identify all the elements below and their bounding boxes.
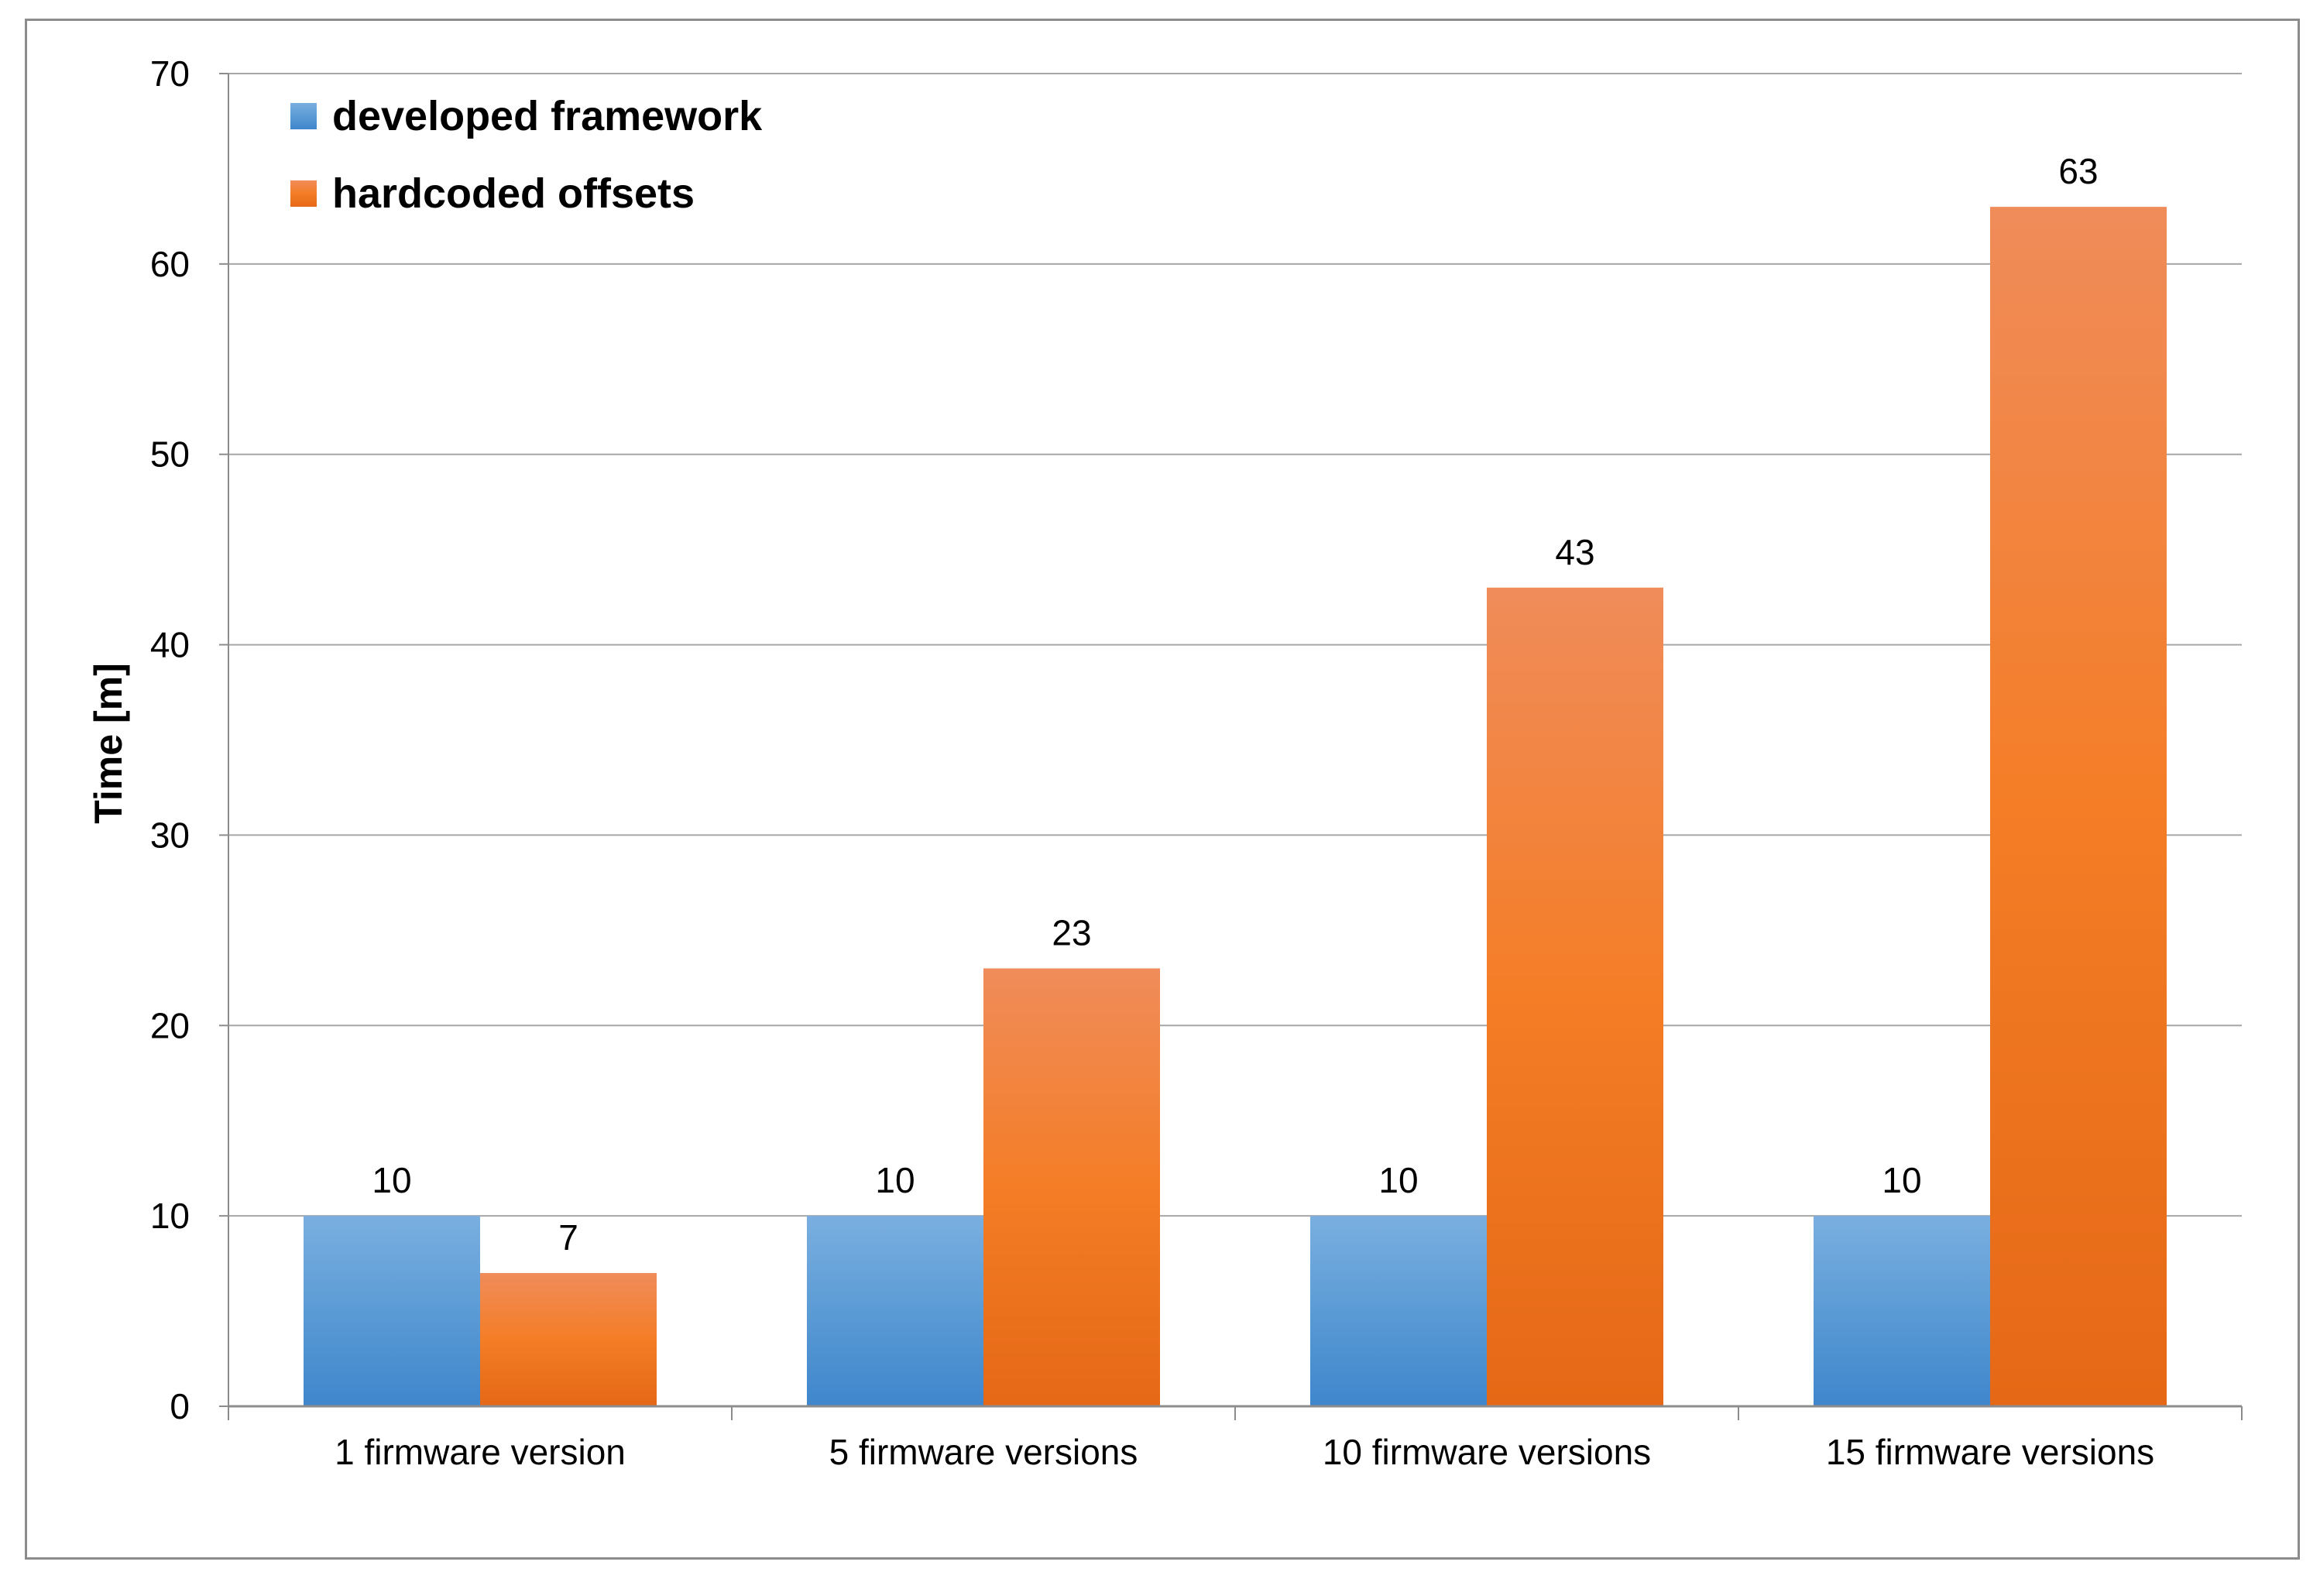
bar-developed-framework-1: [807, 1216, 983, 1406]
bar-hardcoded-offsets-3: [1990, 207, 2167, 1407]
y-tick-label: 20: [150, 1005, 190, 1045]
y-axis-title: Time [m]: [87, 663, 130, 823]
bar-developed-framework-3: [1814, 1216, 1990, 1406]
bar-hardcoded-offsets-1: [983, 968, 1160, 1406]
bar-hardcoded-offsets-0: [480, 1272, 657, 1406]
legend: developed framework hardcoded offsets: [290, 93, 763, 217]
gridlines: [228, 73, 2242, 1217]
bar-developed-framework-2: [1310, 1216, 1487, 1406]
x-tick-label: 1 firmware version: [335, 1432, 626, 1472]
y-tick-label: 30: [150, 815, 190, 855]
x-tick-label: 10 firmware versions: [1323, 1432, 1651, 1472]
y-tick-label: 10: [150, 1196, 190, 1236]
data-label: 10: [372, 1160, 411, 1200]
legend-label: developed framework: [332, 93, 763, 139]
y-tick-label: 50: [150, 434, 190, 475]
legend-label: hardcoded offsets: [332, 170, 695, 217]
data-label: 10: [1378, 1160, 1418, 1200]
y-tick-label: 60: [150, 244, 190, 284]
data-label: 23: [1052, 913, 1091, 953]
bars: [304, 207, 2167, 1407]
data-label: 63: [2058, 151, 2098, 191]
bar-developed-framework-0: [304, 1216, 480, 1406]
bar-hardcoded-offsets-2: [1487, 587, 1663, 1407]
x-tick-label: 15 firmware versions: [1826, 1432, 2154, 1472]
data-label: 10: [875, 1160, 915, 1200]
legend-swatch-developed-framework: [290, 103, 317, 129]
legend-swatch-hardcoded-offsets: [290, 180, 317, 207]
data-label: 7: [558, 1217, 578, 1258]
axes: [219, 73, 2243, 1420]
y-tick-label: 0: [170, 1386, 190, 1426]
y-tick-label: 70: [150, 53, 190, 94]
data-label: 43: [1555, 532, 1594, 572]
labels: 0 10 20 30 40 50 60 70 10 7 1 firmware version 10 23…: [150, 53, 2154, 1472]
data-label: 10: [1882, 1160, 1921, 1200]
x-tick-label: 5 firmware versions: [829, 1432, 1138, 1472]
y-tick-label: 40: [150, 625, 190, 665]
